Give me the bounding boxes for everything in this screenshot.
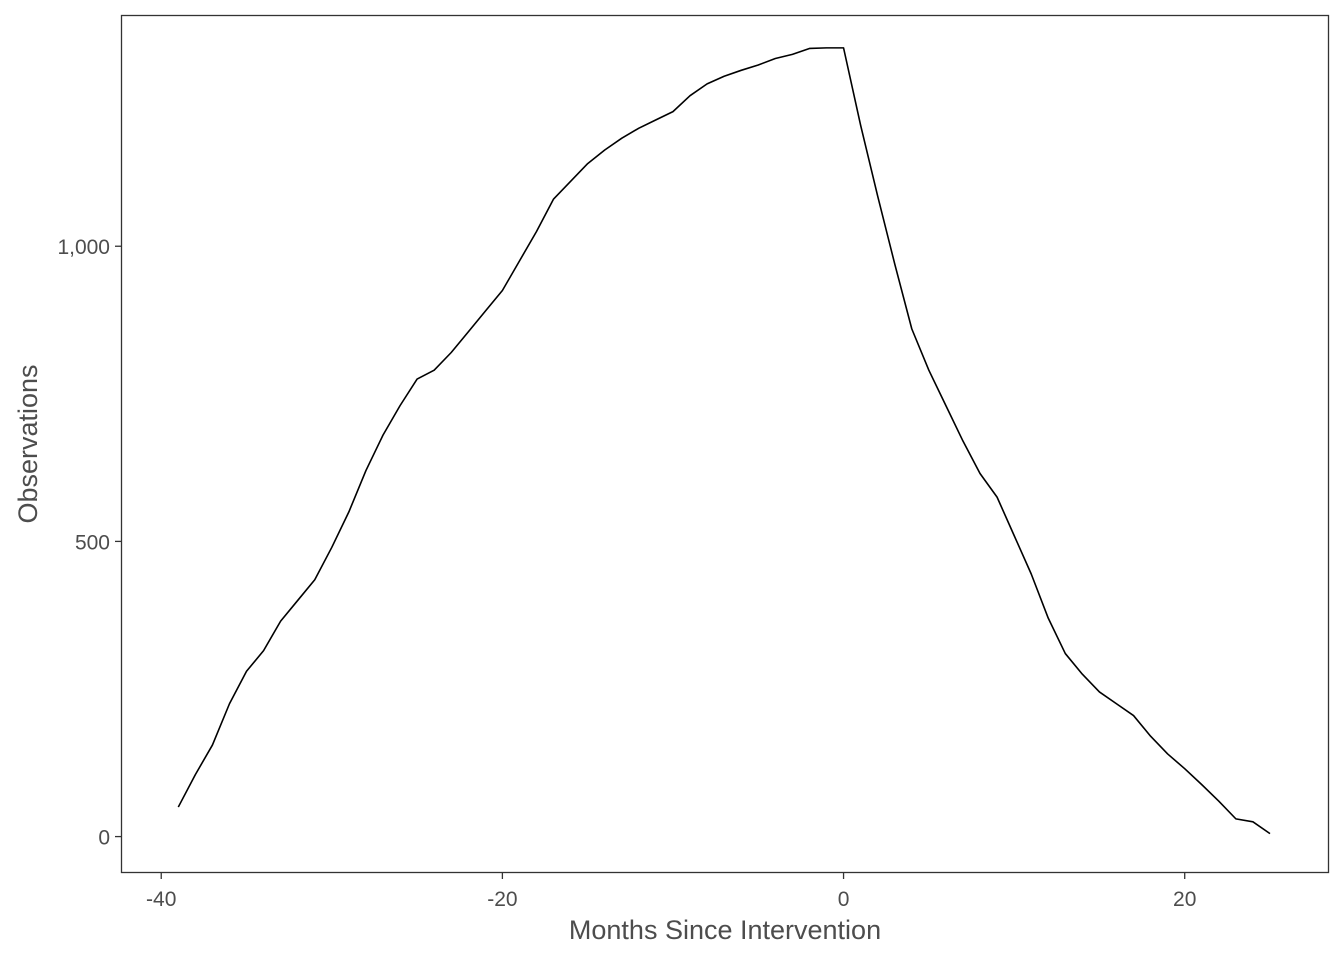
x-axis-ticks: -40 -20 0 20 [146, 872, 1196, 911]
x-tick-label: 20 [1173, 888, 1196, 911]
x-tick-label: -20 [487, 888, 517, 911]
y-axis-ticks: 0 500 1,000 [57, 236, 122, 850]
x-tick-label: 0 [838, 888, 850, 911]
y-tick-label: 1,000 [57, 236, 110, 259]
y-axis-title: Observations [13, 364, 43, 523]
plot-panel [120, 14, 1330, 874]
x-tick-label: -40 [146, 888, 176, 911]
y-tick-label: 500 [75, 531, 110, 554]
series-line [177, 47, 1271, 835]
x-axis-title: Months Since Intervention [569, 915, 881, 945]
y-tick-label: 0 [98, 827, 110, 850]
series-group [177, 47, 1271, 835]
